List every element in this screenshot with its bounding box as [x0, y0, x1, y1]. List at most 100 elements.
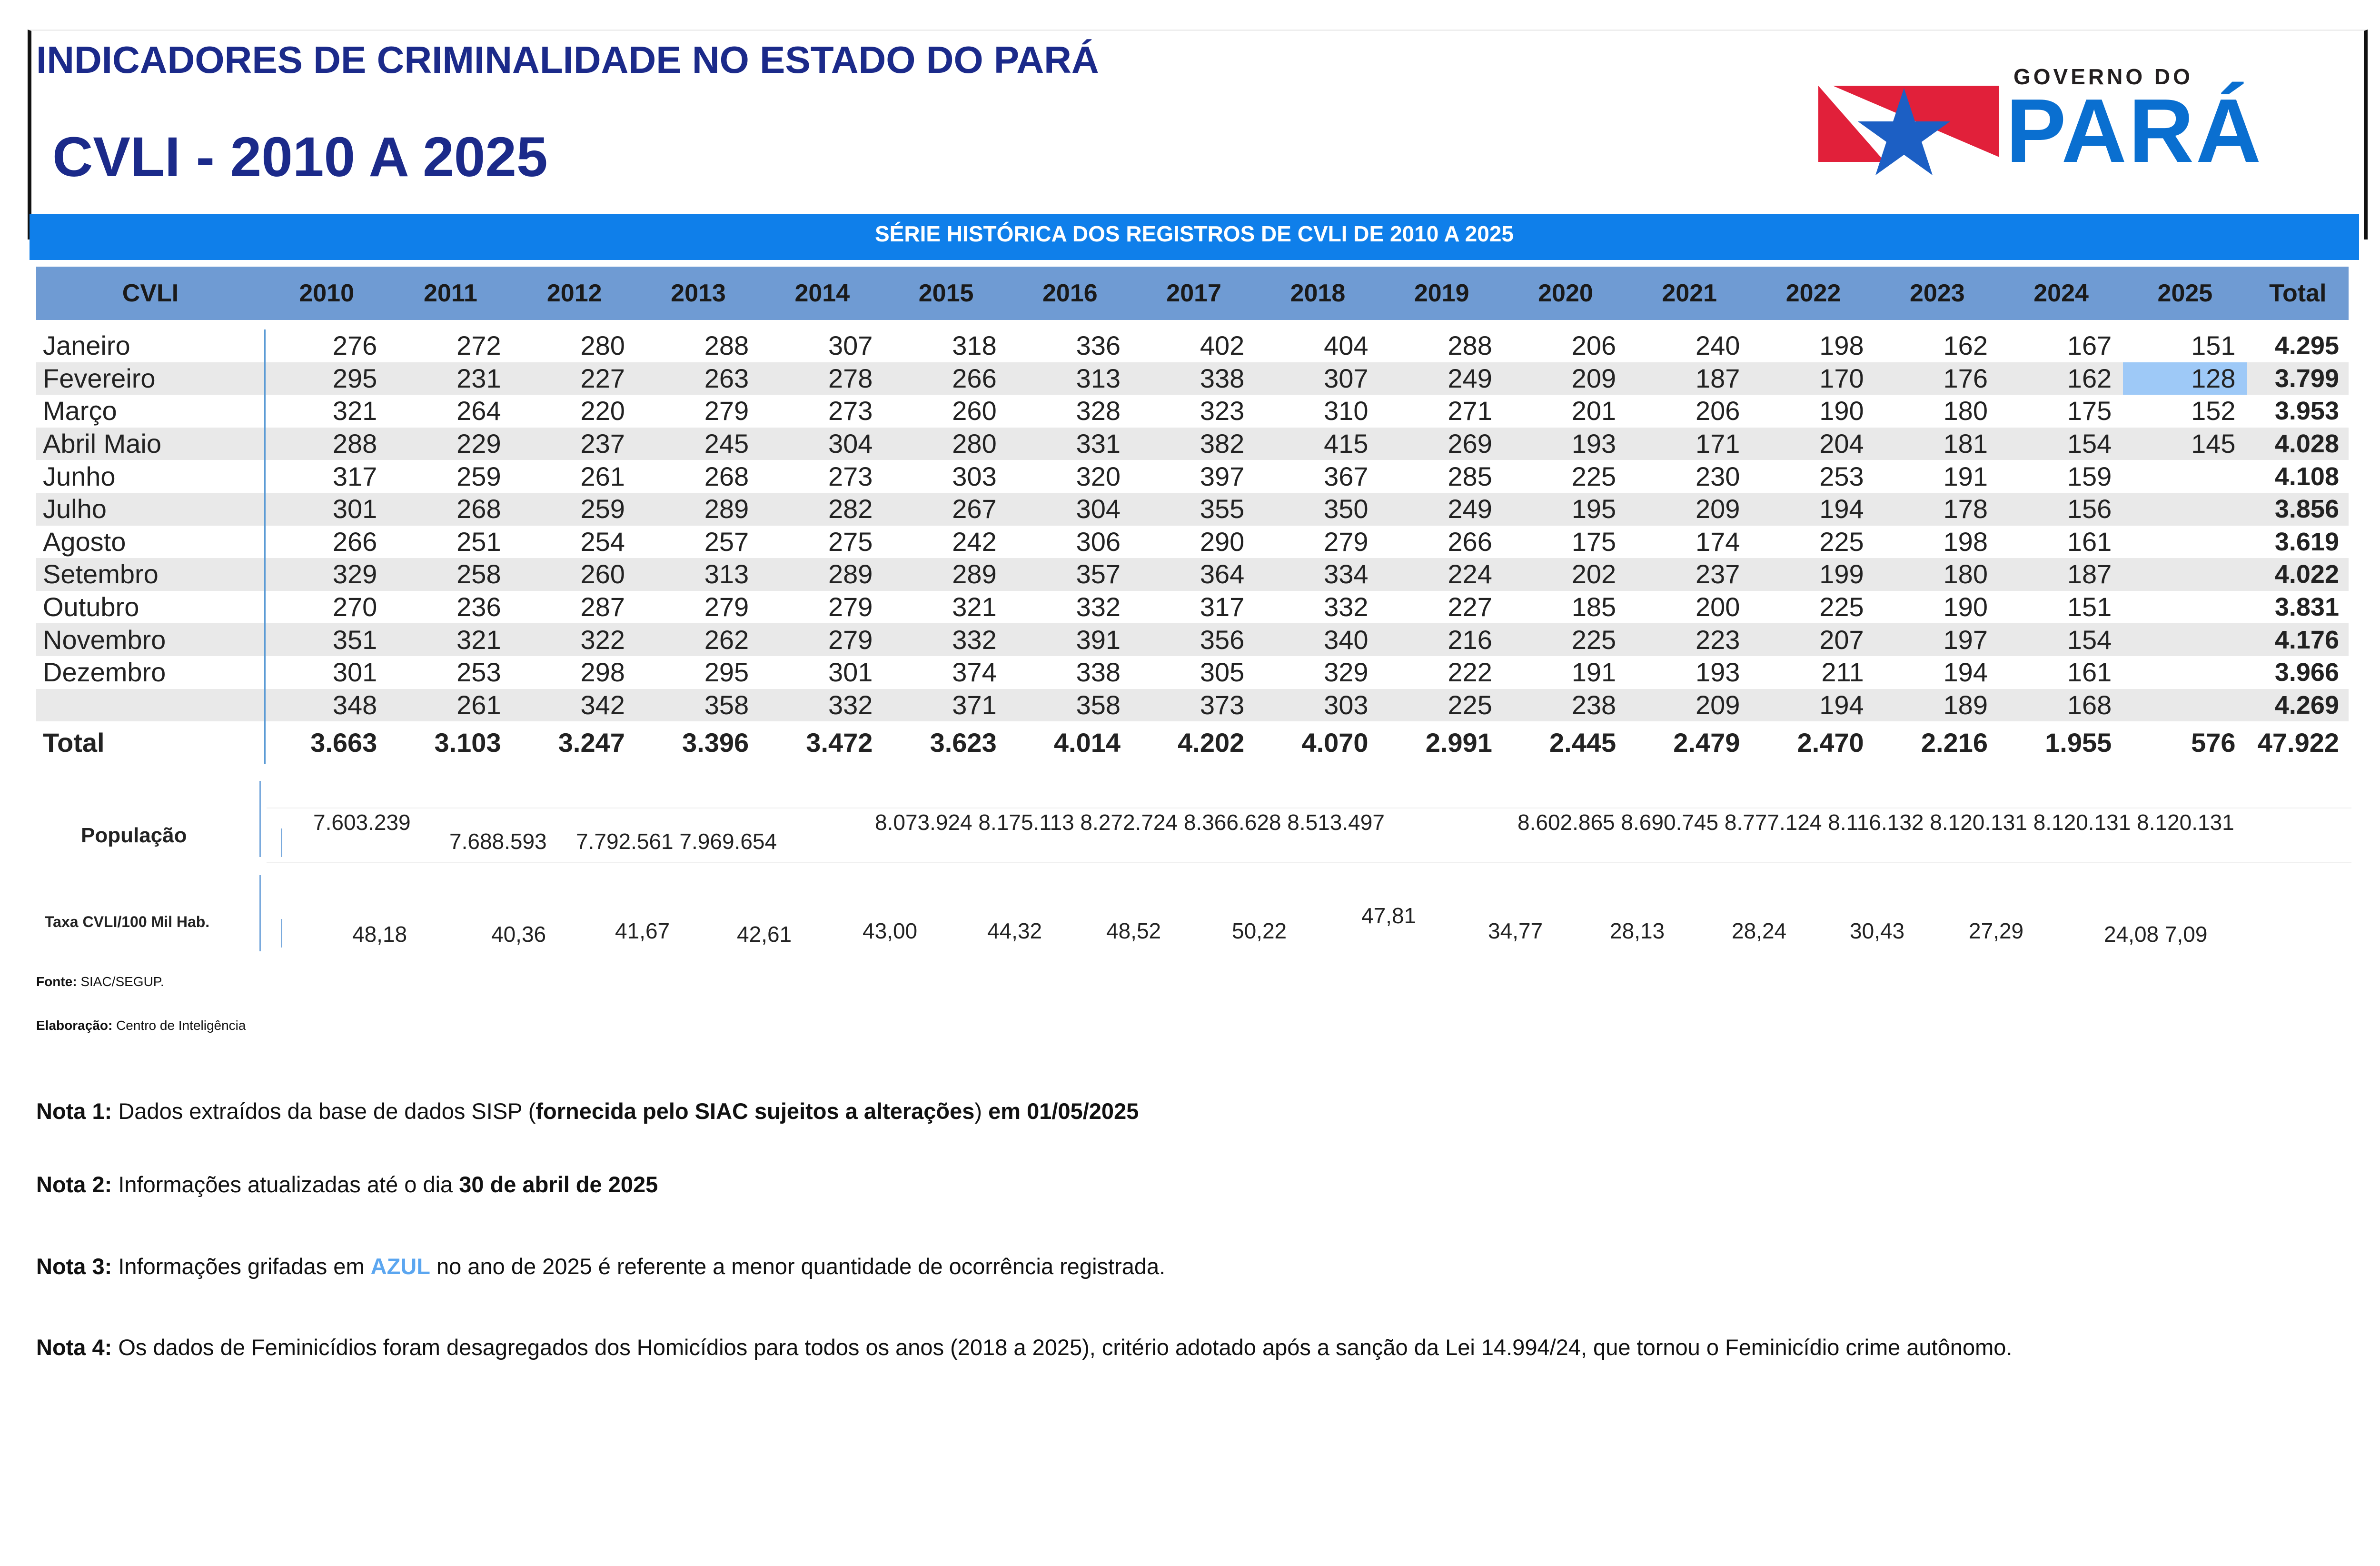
taxa-value: 30,43: [1850, 918, 1905, 943]
value-cell: 185: [1571, 592, 1616, 622]
value-cell: 225: [1819, 592, 1864, 622]
value-cell: 259: [512, 492, 636, 526]
year-total-cell: 2.991: [1425, 728, 1492, 758]
value-cell: 278: [760, 362, 884, 395]
value-cell: 415: [1256, 427, 1380, 460]
value-cell: 209: [1627, 688, 1752, 722]
value-cell: 288: [265, 427, 389, 460]
value-cell: 175: [2067, 396, 2112, 426]
value-cell: 194: [1751, 688, 1875, 722]
value-cell: [2123, 460, 2247, 493]
value-cell: 181: [1875, 427, 1999, 460]
value-cell: 342: [512, 688, 636, 722]
value-cell: 227: [1448, 592, 1492, 622]
year-header: 2020: [1503, 267, 1628, 320]
value-cell: 303: [1256, 688, 1380, 722]
fonte-label: Fonte:: [36, 974, 77, 989]
year-total-cell: 2.479: [1673, 728, 1740, 758]
value-cell: 334: [1256, 558, 1380, 591]
value-cell: 270: [332, 592, 377, 622]
populacao-value: 8.602.865 8.690.745 8.777.124 8.116.132 …: [1517, 810, 2234, 835]
year-header: 2025: [2123, 267, 2247, 320]
nota-2-date: 30 de abril de 2025: [459, 1172, 658, 1197]
table-row: Junho 317 259 261 268 273 303 320 397 367 285 225 23…: [36, 460, 2349, 493]
value-cell: 279: [760, 623, 884, 656]
value-cell: [2123, 623, 2247, 656]
taxa-value: 48,18: [352, 922, 407, 947]
row-total-cell: 4.108: [2274, 462, 2339, 491]
value-cell: 223: [1627, 623, 1752, 656]
value-cell: 364: [1132, 558, 1256, 591]
nota-1-label: Nota 1:: [36, 1098, 112, 1124]
value-cell: 404: [1324, 330, 1368, 361]
value-cell: 238: [1503, 688, 1628, 722]
row-total-cell: 3.856: [2247, 492, 2349, 526]
year-total-cell: 2.216: [1921, 728, 1988, 758]
divider: [259, 781, 261, 857]
year-header: 2024: [1999, 267, 2123, 320]
value-cell: [2123, 492, 2247, 526]
value-cell: 367: [1324, 461, 1368, 491]
value-cell: 317: [1200, 592, 1245, 622]
year-header: 2016: [1008, 267, 1132, 320]
year-header: 2021: [1627, 267, 1752, 320]
value-cell: 305: [1200, 657, 1245, 688]
nota-3-label: Nota 3:: [36, 1254, 112, 1279]
value-cell: 128: [2123, 362, 2247, 395]
value-cell: 170: [1751, 362, 1875, 395]
value-cell: 242: [952, 526, 997, 557]
value-cell: 225: [1503, 623, 1628, 656]
value-cell: 190: [1943, 592, 1988, 622]
value-cell: 307: [1256, 362, 1380, 395]
value-cell: 174: [1695, 526, 1740, 557]
nota-2: Nota 2: Informações atualizadas até o di…: [36, 1171, 658, 1197]
value-cell: 322: [512, 623, 636, 656]
nota-1-date: 01/05/2025: [1027, 1098, 1139, 1124]
value-cell: 301: [265, 492, 389, 526]
value-cell: 230: [1695, 461, 1740, 491]
table-row: Julho 301 268 259 289 282 267 304 355 350 249 195 20…: [36, 492, 2349, 526]
logo-para-text: PARÁ: [2006, 80, 2263, 181]
value-cell: 348: [265, 688, 389, 722]
value-cell: 272: [456, 330, 501, 361]
total-header: Total: [2247, 267, 2349, 320]
value-cell: 371: [884, 688, 1008, 722]
value-cell: 231: [388, 362, 513, 395]
row-total-cell: 4.295: [2274, 331, 2339, 360]
month-cell: Janeiro: [36, 329, 266, 362]
corner-header: CVLI: [36, 267, 265, 320]
value-cell: 280: [884, 427, 1008, 460]
value-cell: 162: [1999, 362, 2123, 395]
value-cell: 198: [1819, 330, 1864, 361]
value-cell: 175: [1571, 526, 1616, 557]
value-cell: 180: [1943, 396, 1988, 426]
elaboracao-label: Elaboração:: [36, 1018, 113, 1033]
populacao-label: População: [81, 824, 187, 847]
value-cell: 222: [1448, 657, 1492, 688]
value-cell: 323: [1200, 396, 1245, 426]
value-cell: 282: [760, 492, 884, 526]
value-cell: 279: [1324, 526, 1368, 557]
value-cell: 193: [1695, 657, 1740, 688]
header-frame: [28, 30, 2368, 239]
value-cell: 259: [456, 461, 501, 491]
year-header: 2015: [884, 267, 1008, 320]
value-cell: 350: [1256, 492, 1380, 526]
value-cell: 304: [760, 427, 884, 460]
value-cell: 303: [952, 461, 997, 491]
nota-3-text: no ano de 2025 é referente a menor quant…: [430, 1254, 1166, 1279]
value-cell: 304: [1008, 492, 1132, 526]
value-cell: 358: [1008, 688, 1132, 722]
value-cell: 249: [1379, 492, 1504, 526]
grand-total-cell: 47.922: [2257, 728, 2339, 758]
logo-governo-text: GOVERNO DO: [2013, 64, 2193, 89]
taxa-value: 40,36: [491, 922, 546, 947]
table-row: Agosto 266 251 254 257 275 242 306 290 279 266 175 1…: [36, 525, 2349, 559]
value-cell: 266: [332, 526, 377, 557]
year-total-cell: 3.623: [930, 728, 997, 758]
nota-2-text: Informações atualizadas até o dia: [118, 1172, 459, 1197]
month-cell: Agosto: [36, 525, 266, 559]
value-cell: 229: [388, 427, 513, 460]
row-total-cell: 3.831: [2274, 593, 2339, 622]
value-cell: 332: [1324, 592, 1368, 622]
